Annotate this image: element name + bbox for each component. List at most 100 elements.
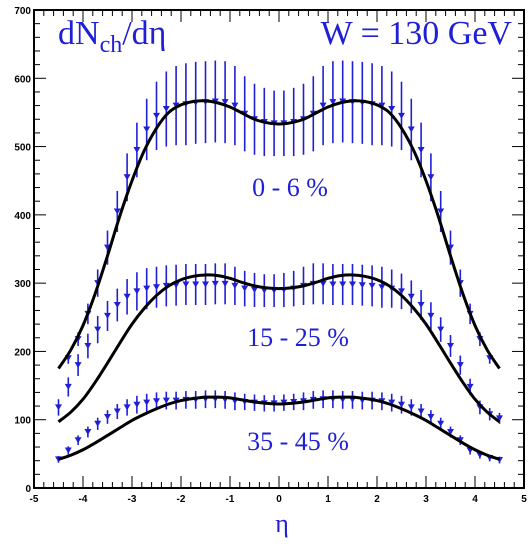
data-point (388, 399, 396, 406)
data-point (74, 437, 82, 444)
x-tick-label: -3 (128, 494, 137, 505)
x-tick-label: -5 (30, 494, 39, 505)
x-tick-label: 2 (374, 494, 380, 505)
data-point (133, 401, 141, 408)
data-point (241, 285, 249, 292)
energy-label: W = 130 GeV (321, 15, 513, 52)
data-point (113, 301, 121, 308)
data-point (407, 126, 415, 133)
data-point (437, 420, 445, 427)
data-point (231, 282, 239, 289)
data-point (427, 174, 435, 181)
series-group (55, 390, 503, 464)
data-point (123, 174, 131, 181)
x-tick-label: -2 (177, 494, 186, 505)
data-point (133, 288, 141, 295)
data-point (74, 362, 82, 369)
data-point (113, 408, 121, 415)
data-point (349, 281, 356, 288)
data-point (447, 342, 454, 349)
data-point (417, 408, 425, 415)
x-tick-label: 0 (276, 494, 282, 505)
series-group (57, 60, 501, 370)
data-point (55, 404, 62, 411)
data-point (64, 447, 72, 454)
data-point (153, 398, 160, 405)
data-point (202, 281, 209, 288)
data-point (329, 281, 337, 288)
data-point (437, 208, 445, 215)
fit-curve (57, 273, 501, 423)
x-axis-label: η (275, 509, 289, 538)
axis-ticks: -5 -4 -3 -2 -1 0 1 2 3 4 5 0 100 200 300 400 500 600 700 (14, 6, 527, 505)
chart-title: dNch/dη (58, 15, 166, 58)
x-tick-label: 1 (325, 494, 331, 505)
data-point (388, 106, 396, 113)
y-tick-label: 600 (14, 74, 31, 85)
data-point (172, 102, 180, 109)
title-main: dN (58, 15, 100, 52)
data-point (143, 126, 151, 133)
data-point (496, 415, 503, 422)
data-point (358, 282, 366, 289)
data-point (192, 281, 200, 288)
x-tick-label: 4 (472, 494, 478, 505)
data-point (162, 106, 170, 113)
data-point (221, 99, 229, 106)
data-point (329, 99, 337, 106)
data-point (398, 401, 405, 408)
data-point (407, 404, 415, 411)
data-point (368, 282, 376, 289)
data-point (104, 312, 111, 319)
data-point (427, 413, 435, 420)
data-point (447, 429, 454, 436)
x-tick-label: -4 (79, 494, 88, 505)
data-point (398, 288, 405, 295)
y-tick-label: 500 (14, 143, 31, 154)
data-point (417, 146, 425, 153)
data-point (123, 404, 131, 411)
data-point (64, 383, 72, 390)
data-point (182, 281, 190, 288)
data-point (94, 326, 102, 333)
data-point (143, 399, 151, 406)
data-point (251, 286, 258, 293)
data-point (113, 208, 121, 215)
data-point (143, 285, 151, 292)
y-tick-label: 100 (14, 416, 31, 427)
data-point (407, 293, 415, 300)
data-point (427, 312, 435, 319)
series-group (55, 263, 503, 424)
x-tick-label: -1 (226, 494, 235, 505)
data-point (398, 112, 405, 119)
data-point (231, 102, 239, 109)
data-point (466, 383, 474, 390)
data-point (319, 280, 327, 287)
x-tick-label: 5 (521, 494, 527, 505)
data-point (123, 293, 131, 300)
data-point (133, 146, 141, 153)
data-point (378, 102, 386, 109)
data-point (378, 284, 386, 291)
data-point (153, 284, 160, 291)
data-layer (55, 60, 503, 464)
data-point (339, 281, 347, 288)
annotation-0-6: 0 - 6 % (252, 173, 328, 202)
fit-curve (57, 99, 501, 370)
data-point (84, 429, 92, 436)
y-tick-label: 0 (25, 484, 31, 495)
data-point (437, 326, 445, 333)
title-sub: ch (100, 32, 123, 58)
data-point (153, 112, 160, 119)
y-tick-label: 300 (14, 279, 31, 290)
fit-curve (58, 395, 500, 461)
data-point (84, 342, 92, 349)
y-tick-label: 700 (14, 6, 31, 17)
data-point (417, 301, 425, 308)
annotation-35-45: 35 - 45 % (247, 427, 349, 456)
data-point (221, 280, 229, 287)
annotation-15-25: 15 - 25 % (247, 323, 349, 352)
y-tick-label: 400 (14, 211, 31, 222)
data-point (94, 420, 102, 427)
